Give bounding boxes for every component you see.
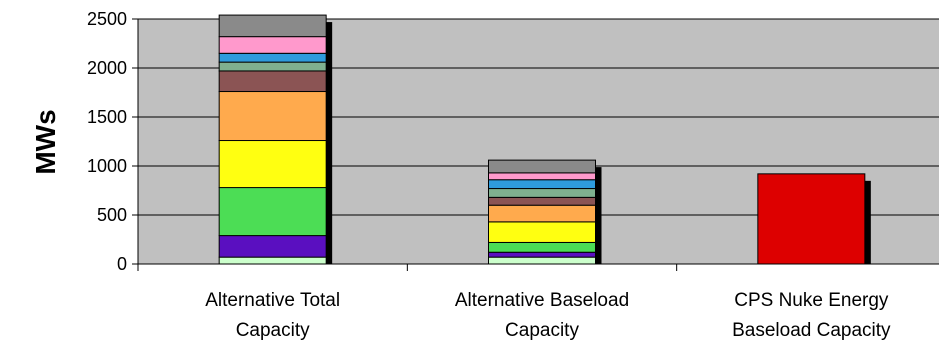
bar-segment [488, 172, 596, 181]
bar-segment [488, 188, 596, 198]
bar-segment [218, 235, 327, 258]
bar-segment [218, 256, 327, 265]
bar-segment [488, 179, 596, 190]
x-category-label: Capacity [505, 320, 579, 341]
bar-segment [218, 61, 327, 72]
x-category-label: CPS Nuke Energy [734, 290, 889, 311]
bars [218, 14, 871, 265]
y-tick-label: 2000 [87, 58, 127, 78]
bar-segment [488, 251, 596, 258]
bar-segment [488, 159, 596, 174]
bar-segment [218, 187, 327, 237]
y-tick-label: 1500 [87, 107, 127, 127]
y-axis-label: MWs [30, 109, 61, 174]
x-category-label: Alternative Total [205, 290, 340, 311]
bar-segment [218, 52, 327, 63]
bar-segment [488, 196, 596, 206]
bar-segment [757, 173, 866, 265]
y-tick-label: 500 [97, 205, 127, 225]
bar-shadow [864, 180, 871, 264]
bar-segment [218, 14, 327, 38]
bar-segment [218, 91, 327, 142]
bar-segment [488, 256, 596, 265]
bar-shadow [326, 22, 333, 264]
bar-segment [488, 204, 596, 223]
y-tick-label: 0 [117, 254, 127, 274]
bar-segment [218, 140, 327, 189]
bar-segment [218, 70, 327, 93]
axes: 0 500 1000 1500 2000 2500 Alternative Total Cap… [87, 9, 939, 341]
y-tick-label: 2500 [87, 9, 127, 29]
bar-segment [488, 241, 596, 253]
x-category-label: Alternative Baseload [455, 290, 629, 311]
x-category-label: Capacity [236, 320, 310, 341]
x-category-label: Baseload Capacity [732, 320, 891, 341]
bar-segment [488, 221, 596, 243]
bar-segment [218, 36, 327, 54]
bar-shadow [595, 167, 602, 264]
y-tick-label: 1000 [87, 156, 127, 176]
